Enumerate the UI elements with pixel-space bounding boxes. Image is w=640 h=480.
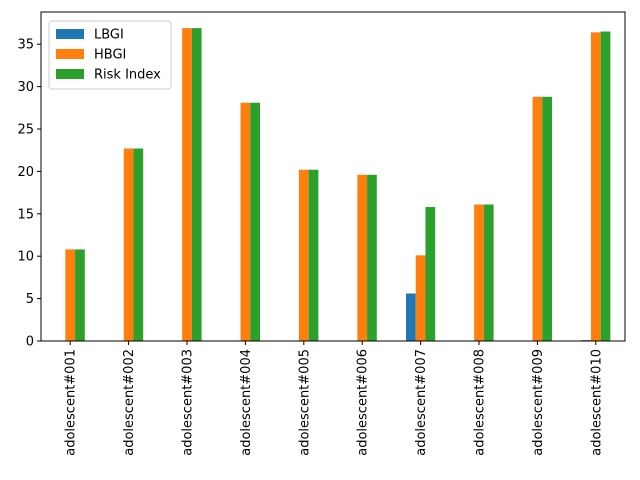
bar-risk-index-8 [483, 204, 494, 341]
bar-hbgi-2 [123, 148, 134, 341]
bar-risk-index-5 [308, 169, 319, 341]
bar-risk-index-9 [542, 96, 552, 341]
x-tick-label: adolescent#008 [473, 349, 488, 456]
y-tick-label: 15 [17, 207, 34, 222]
y-axis: 0 5 10 15 20 25 30 35 [17, 38, 41, 350]
x-tick-label: adolescent#003 [181, 349, 196, 456]
bar-hbgi-5 [298, 169, 309, 341]
bar-hbgi-1 [65, 249, 76, 341]
x-tick-label: adolescent#002 [122, 349, 137, 456]
legend-label-risk-index: Risk Index [94, 68, 161, 83]
bar-hbgi-7 [415, 255, 426, 341]
bar-hbgi-10 [590, 32, 601, 341]
bar-risk-index-6 [367, 174, 377, 341]
legend-label-lbgi: LBGI [94, 28, 124, 43]
bar-hbgi-6 [357, 174, 368, 341]
y-tick-label: 25 [17, 123, 34, 138]
x-tick-label: adolescent#010 [589, 349, 604, 456]
legend: LBGI HBGI Risk Index [48, 20, 172, 90]
bar-hbgi-4 [240, 102, 251, 342]
legend-swatch-hbgi [56, 49, 84, 59]
bar-hbgi-3 [182, 28, 192, 341]
x-tick-label: adolescent#005 [297, 349, 312, 456]
x-tick-label: adolescent#007 [414, 349, 429, 456]
x-axis: adolescent#001 adolescent#002 adolescent#0… [64, 341, 604, 456]
bar-risk-index-10 [600, 31, 611, 342]
bar-risk-index-1 [75, 249, 85, 341]
legend-swatch-lbgi [56, 29, 84, 39]
y-tick-label: 5 [26, 292, 34, 307]
y-tick-label: 20 [17, 165, 34, 180]
plot-frame [40, 11, 626, 342]
x-tick-label: adolescent#009 [531, 349, 546, 456]
legend-swatch-risk-index [56, 69, 84, 79]
y-tick-label: 10 [17, 250, 34, 265]
x-tick-label: adolescent#001 [64, 349, 79, 456]
bar-risk-index-2 [133, 148, 144, 341]
bar-hbgi-8 [474, 204, 484, 341]
bar-risk-index-7 [425, 207, 436, 341]
y-tick-label: 30 [17, 80, 34, 95]
y-tick-label: 35 [17, 38, 34, 53]
x-tick-label: adolescent#004 [239, 349, 254, 456]
bar-risk-index-4 [250, 102, 260, 342]
bar-lbgi-7 [406, 293, 416, 341]
y-tick-label: 0 [26, 335, 34, 350]
bars [65, 28, 611, 342]
bar-risk-index-3 [191, 28, 202, 341]
legend-label-hbgi: HBGI [94, 48, 126, 63]
bar-hbgi-9 [532, 96, 543, 341]
x-tick-label: adolescent#006 [356, 349, 371, 456]
